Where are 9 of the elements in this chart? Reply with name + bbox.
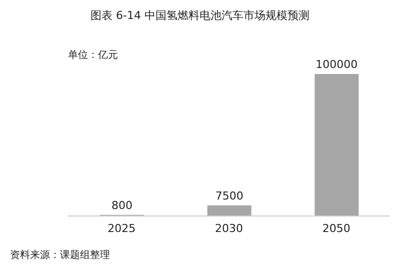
y-axis-title: 单位：亿元 [68, 48, 118, 62]
text: 资料来源：课题组整理 [10, 248, 110, 262]
data-label: 800 [112, 198, 132, 212]
data-label: 7500 [215, 189, 244, 202]
chart-title: 图表 6-14 中国氢燃料电池汽车市场规模预测 [90, 8, 310, 23]
x-tick-label: 2050 [322, 222, 350, 235]
x-tick-label: 2030 [215, 222, 243, 235]
x-tick-label: 2025 [108, 222, 136, 235]
data-label: 100000 [316, 58, 358, 71]
